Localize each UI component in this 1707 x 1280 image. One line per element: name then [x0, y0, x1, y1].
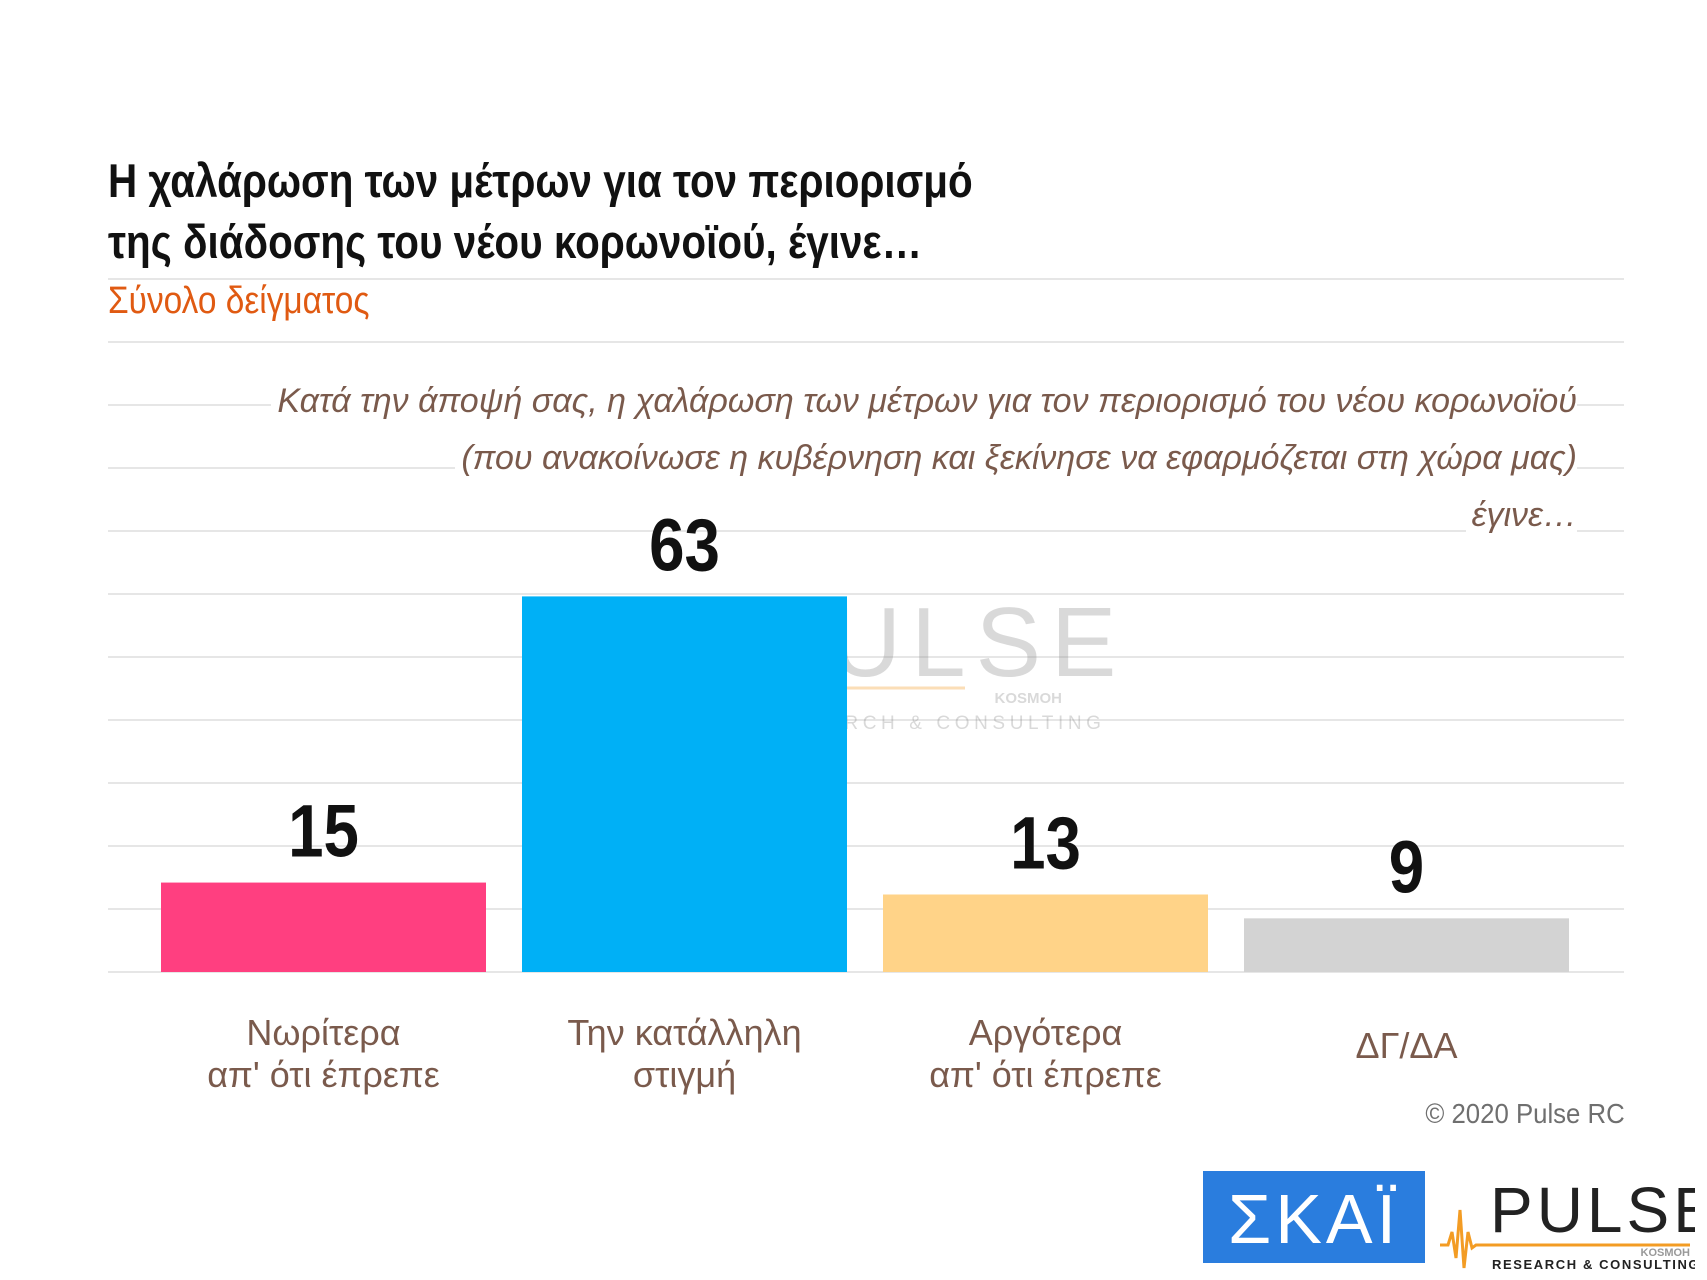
question-line-2: (που ανακοίνωσε η κυβέρνηση και ξεκίνησε… [455, 430, 1577, 487]
bar-1 [161, 882, 486, 972]
bar-4 [1244, 918, 1569, 972]
copyright-text: © 2020 Pulse RC [1425, 1098, 1625, 1129]
skai-logo: ΣΚΑΪ [1203, 1171, 1425, 1263]
chart-title: Η χαλάρωση των μέτρων για τον περιορισμό… [108, 150, 1054, 272]
chart-subtitle: Σύνολο δείγματος [108, 280, 370, 322]
category-label-line: Αργότερα [969, 1012, 1123, 1053]
pulse-logo-text: PULSE [1490, 1174, 1695, 1246]
category-label-line: Την κατάλληλη [567, 1012, 801, 1053]
watermark-kosmoh-text: KOSMOH [995, 690, 1063, 707]
pulse-logo: PULSE KOSMOH RESEARCH & CONSULTING [1440, 1170, 1707, 1272]
chart-title-line-2: της διάδοσης του νέου κορωνοϊού, έγινε… [108, 215, 923, 268]
question-line-3: έγινε… [1465, 487, 1577, 544]
pulse-logo-kosmoh: KOSMOH [1641, 1247, 1691, 1259]
skai-logo-text: ΣΚΑΪ [1228, 1180, 1400, 1258]
survey-question: Κατά την άποψή σας, η χαλάρωση των μέτρω… [177, 373, 1577, 544]
pulse-logo-tagline: RESEARCH & CONSULTING [1492, 1257, 1695, 1270]
category-label-2: Την κατάλληλη στιγμή [567, 1012, 801, 1095]
bar-3 [883, 894, 1208, 972]
category-label-line: απ' ότι έπρεπε [207, 1054, 440, 1095]
question-line-1: Κατά την άποψή σας, η χαλάρωση των μέτρω… [271, 373, 1577, 430]
value-labels: 15 63 13 9 [288, 504, 1424, 909]
category-label-3: Αργότερα απ' ότι έπρεπε [929, 1012, 1162, 1095]
bar-value-label-4: 9 [1389, 826, 1424, 909]
bar-value-label-2: 63 [649, 504, 720, 587]
category-label-line: στιγμή [633, 1054, 736, 1095]
category-label-line: απ' ότι έπρεπε [929, 1054, 1162, 1095]
category-label-line: ΔΓ/ΔΑ [1356, 1025, 1458, 1066]
category-label-4: ΔΓ/ΔΑ [1356, 1025, 1458, 1066]
bar-value-label-3: 13 [1010, 802, 1081, 885]
bar-2 [522, 596, 847, 972]
pulse-logo-wave [1440, 1209, 1690, 1269]
bars [161, 596, 1569, 972]
category-label-line: Νωρίτερα [246, 1012, 400, 1053]
chart-title-line-1: Η χαλάρωση των μέτρων για τον περιορισμό [108, 154, 973, 207]
bar-value-label-1: 15 [288, 790, 359, 873]
category-label-1: Νωρίτερα απ' ότι έπρεπε [207, 1012, 440, 1095]
